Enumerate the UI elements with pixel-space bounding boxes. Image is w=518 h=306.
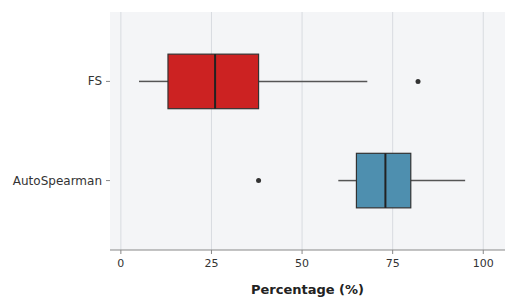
plot-background [110,12,505,250]
x-tick [302,250,303,254]
outlier [416,79,421,84]
y-tick [106,81,110,82]
whisker-high [411,180,465,182]
x-tick-label: 50 [295,257,309,270]
grid-line [302,12,303,250]
grid-line [483,12,484,250]
y-tick-label: AutoSpearman [13,174,102,188]
whisker-low [139,81,168,83]
x-tick [392,250,393,254]
median [384,153,386,208]
x-tick [120,250,121,254]
x-tick [211,250,212,254]
x-tick-label: 0 [117,257,124,270]
x-tick-label: 25 [204,257,218,270]
whisker-low [338,180,356,182]
x-tick-label: 75 [386,257,400,270]
chart-svg: 0 25 50 75 100 Percentage (%) FS AutoSpearman [0,0,518,306]
y-tick-label: FS [88,74,102,88]
box [356,153,410,208]
whisker-high [259,81,368,83]
grid-line [392,12,393,250]
grid-line [120,12,121,250]
x-tick-label: 100 [473,257,494,270]
x-axis-line [110,250,505,251]
boxes [139,54,465,208]
median [214,54,216,109]
grid-line [211,12,212,250]
x-axis-label: Percentage (%) [251,282,364,297]
chart-container: 0 25 50 75 100 Percentage (%) FS AutoSpearman [0,0,518,306]
outlier [256,178,261,183]
box [168,54,259,109]
y-tick [106,180,110,181]
x-tick [483,250,484,254]
